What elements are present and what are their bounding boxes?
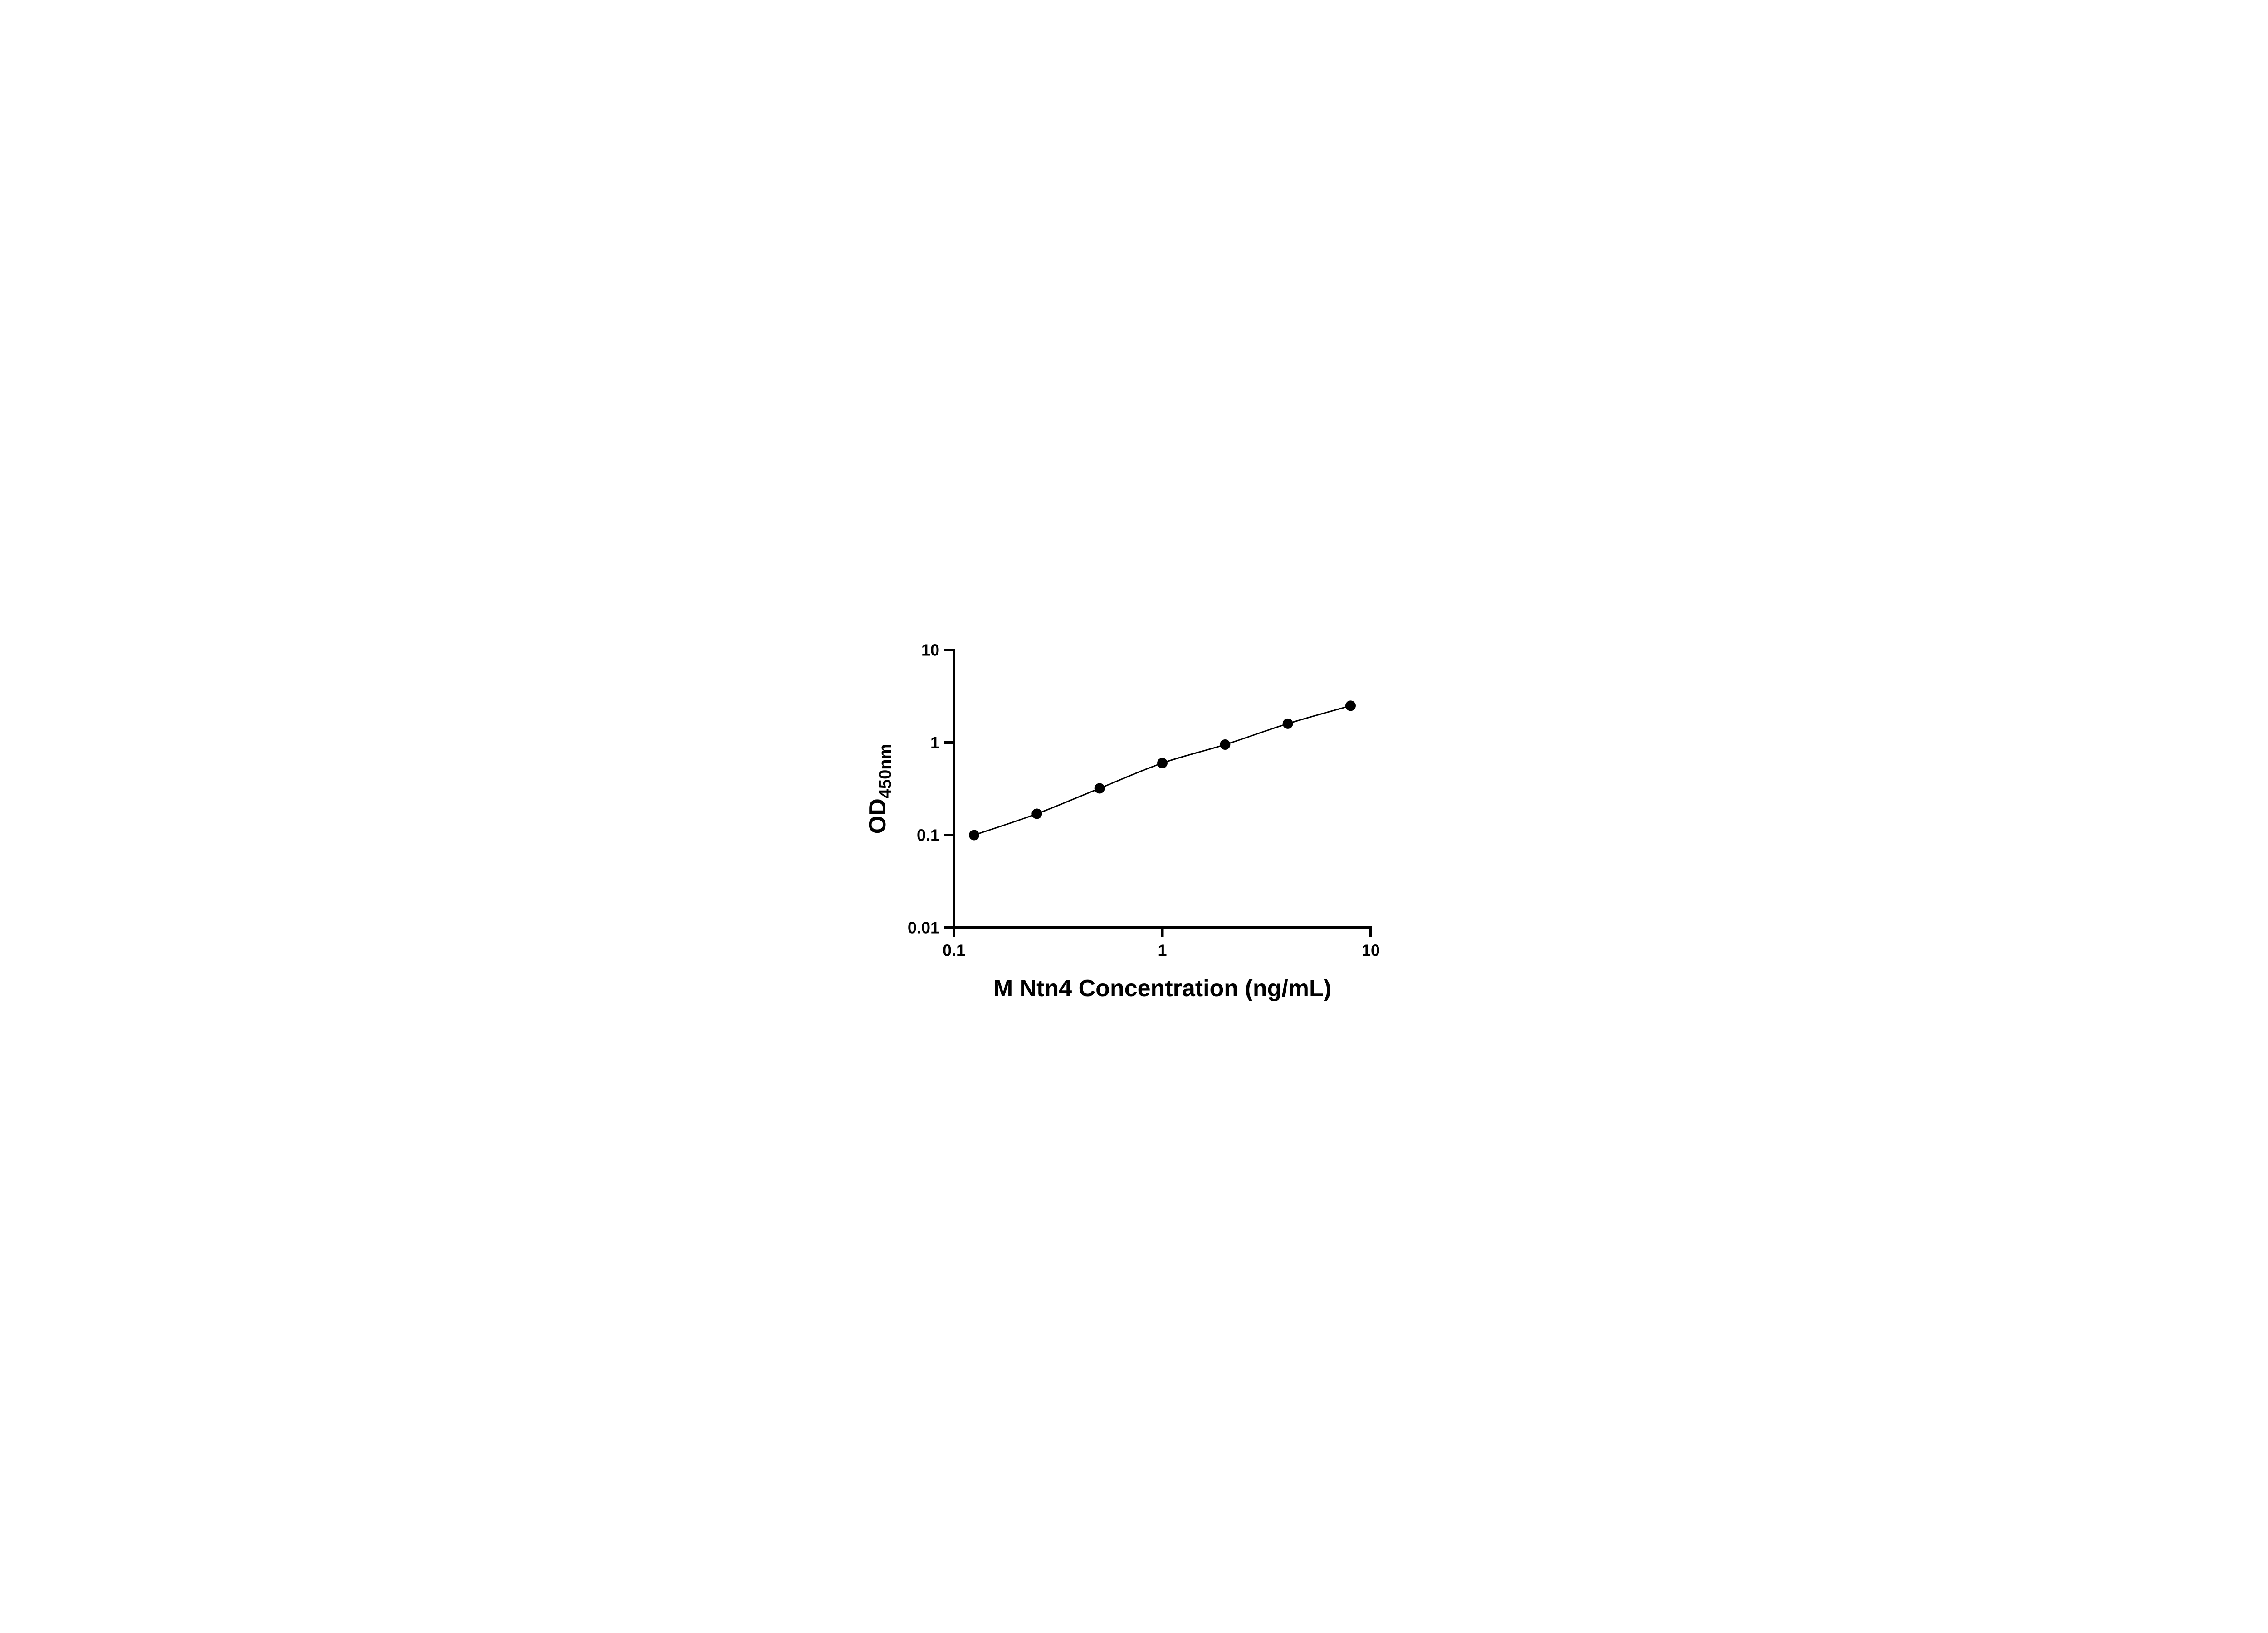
- x-tick-label: 0.1: [943, 941, 965, 959]
- x-tick-label: 10: [1362, 941, 1380, 959]
- data-series: [969, 700, 1356, 841]
- y-tick-label: 0.1: [917, 826, 939, 845]
- chart-container: 0.01 0.1 1 10 0.1 1 10 M Ntn4 Concentration (n…: [842, 612, 1426, 1021]
- y-axis-title-main: OD: [865, 798, 891, 834]
- y-tick-label: 0.01: [908, 919, 939, 937]
- axis-lines: [953, 649, 1372, 929]
- data-point: [1345, 700, 1356, 711]
- y-tick-label: 10: [921, 641, 939, 660]
- data-point: [1031, 808, 1042, 819]
- x-tick-label: 1: [1158, 941, 1167, 959]
- data-point: [969, 830, 980, 841]
- axes: [953, 649, 1372, 929]
- fit-line: [974, 705, 1351, 836]
- data-point: [1282, 718, 1293, 729]
- data-point: [1157, 758, 1168, 768]
- x-axis-title: M Ntn4 Concentration (ng/mL): [993, 975, 1331, 1002]
- data-point: [1094, 783, 1105, 794]
- y-axis-title: OD450nm: [865, 744, 895, 834]
- y-axis-title-sub: 450nm: [876, 744, 895, 798]
- y-tick-label: 1: [930, 733, 939, 752]
- data-point: [1220, 739, 1231, 750]
